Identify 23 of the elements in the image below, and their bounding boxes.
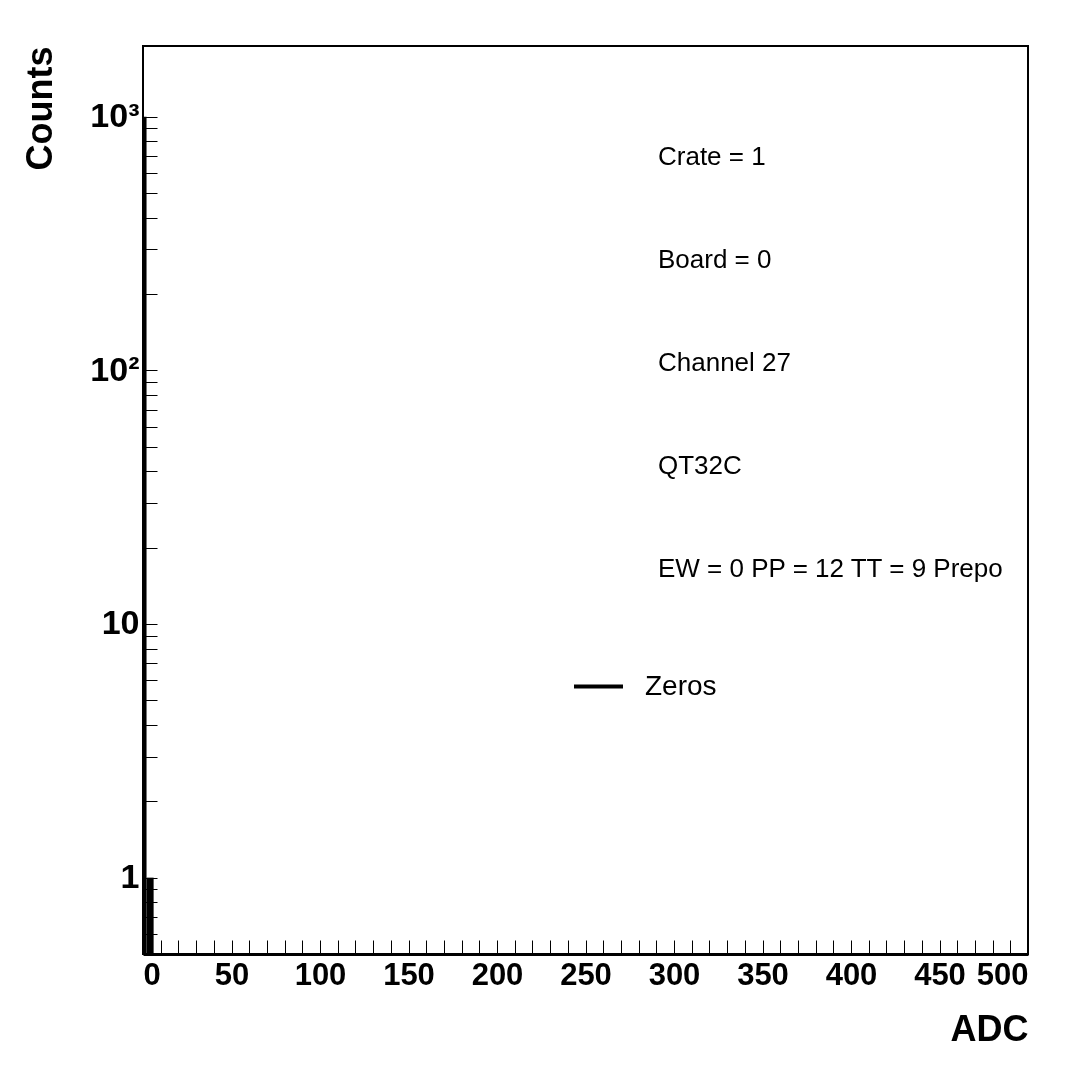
x-tick-label: 50 xyxy=(214,956,250,992)
x-tick-label: 350 xyxy=(737,956,789,992)
x-tick-label: 300 xyxy=(648,956,701,992)
y-tick-label: 1 xyxy=(120,857,140,896)
x-tick-label: 200 xyxy=(471,956,524,992)
annotation: Board = 0 xyxy=(658,244,772,274)
y-tick-label: 10² xyxy=(90,349,140,388)
y-axis-title: Counts xyxy=(19,46,61,171)
x-tick-label: 400 xyxy=(825,956,878,992)
legend-label: Zeros xyxy=(645,669,717,701)
y-tick-label: 10 xyxy=(101,603,140,642)
x-tick-label: 0 xyxy=(143,956,161,992)
x-tick-label: 250 xyxy=(560,956,612,992)
x-tick-label: 500 xyxy=(976,956,1029,992)
x-tick-label: 150 xyxy=(383,956,435,992)
annotation: Crate = 1 xyxy=(658,141,766,171)
x-tick-label: 450 xyxy=(914,956,966,992)
annotation: EW = 0 PP = 12 TT = 9 Prepo xyxy=(658,553,1003,583)
y-tick-label: 10³ xyxy=(90,96,140,135)
annotation: QT32C xyxy=(658,450,742,480)
x-axis-title: ADC xyxy=(950,1007,1029,1049)
annotation: Channel 27 xyxy=(658,347,791,377)
x-tick-label: 100 xyxy=(294,956,347,992)
